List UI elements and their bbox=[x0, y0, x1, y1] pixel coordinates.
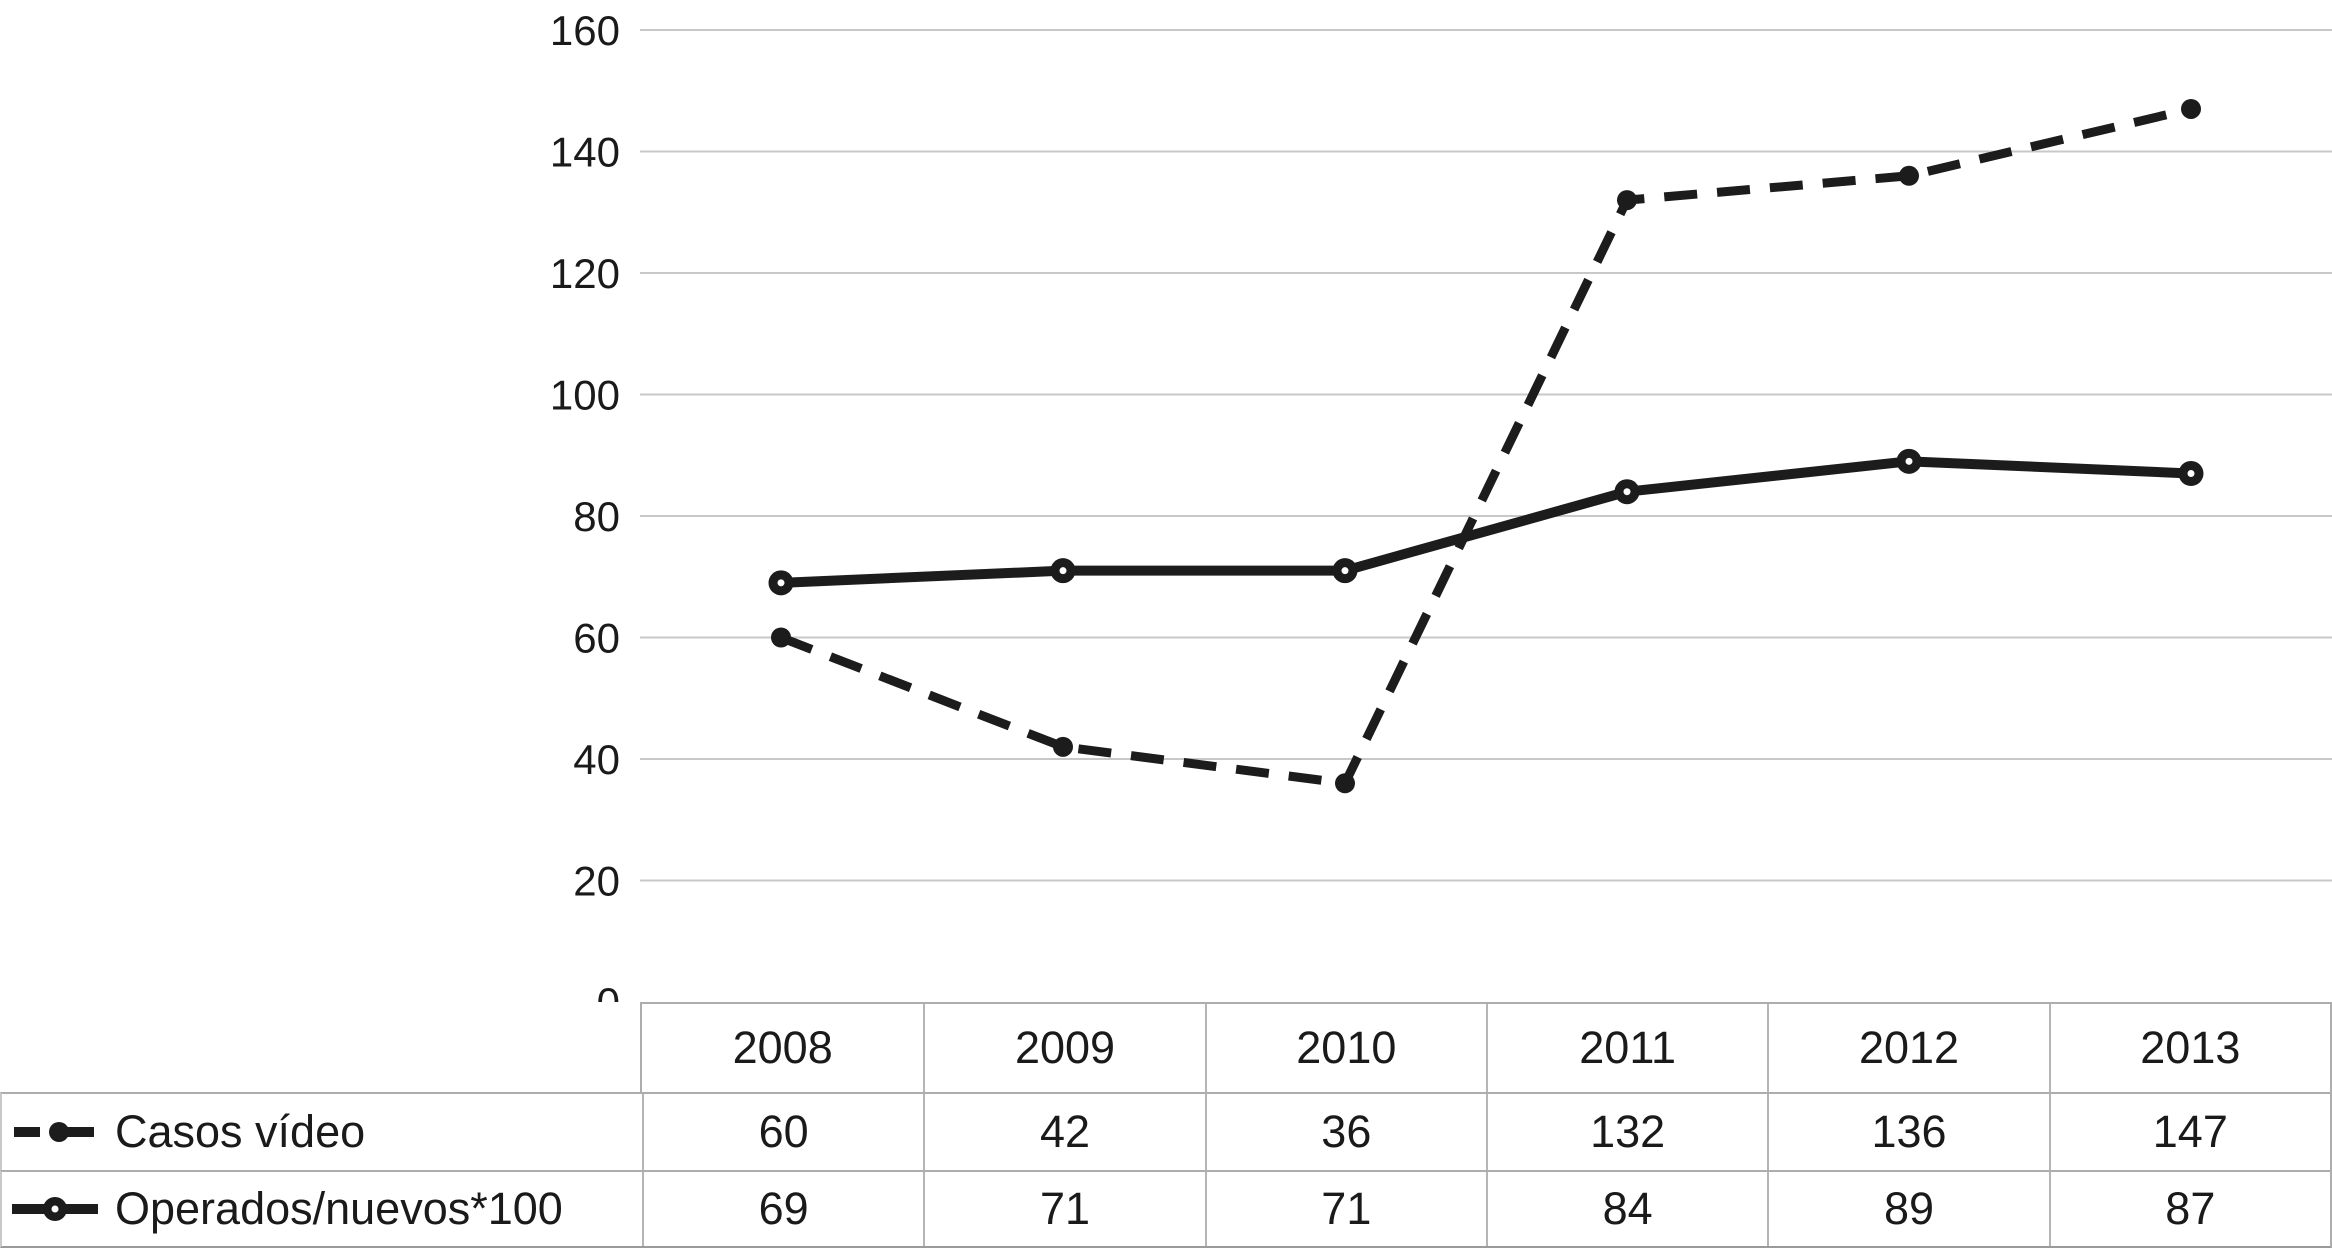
gridlines bbox=[640, 29, 2332, 882]
series-label-casos-video: Casos vídeo bbox=[115, 1106, 366, 1157]
y-axis-tick-label: 140 bbox=[550, 129, 620, 176]
year-header-cell: 2010 bbox=[1204, 1004, 1486, 1092]
data-point-marker-hole bbox=[1623, 488, 1631, 496]
y-axis-tick-label: 60 bbox=[573, 615, 620, 662]
data-point-marker bbox=[1617, 190, 1637, 211]
value-cell: 89 bbox=[1767, 1172, 2048, 1246]
value-cell: 42 bbox=[923, 1094, 1204, 1170]
data-point-marker-hole bbox=[2187, 469, 2195, 477]
value-cell: 36 bbox=[1204, 1094, 1486, 1170]
data-point-marker bbox=[771, 627, 791, 648]
value-cell: 132 bbox=[1486, 1094, 1767, 1170]
year-header-row: 2008 2009 2010 2011 2012 2013 bbox=[640, 1002, 2332, 1092]
value-cell: 147 bbox=[2048, 1094, 2330, 1170]
value-cell: 69 bbox=[642, 1172, 923, 1246]
year-header-cell: 2009 bbox=[923, 1004, 1204, 1092]
solid-line-with-marker-icon bbox=[12, 1197, 98, 1221]
data-point-marker bbox=[1335, 773, 1355, 794]
year-header-cell: 2013 bbox=[2048, 1004, 2330, 1092]
series-line-1 bbox=[780, 456, 2192, 588]
year-header-cell: 2011 bbox=[1486, 1004, 1767, 1092]
data-point-marker-hole bbox=[777, 579, 785, 587]
y-axis-tick-label: 100 bbox=[550, 372, 620, 419]
y-axis-tick-label: 80 bbox=[573, 493, 620, 540]
value-cell: 71 bbox=[923, 1172, 1204, 1246]
y-axis-tick-label: 0 bbox=[597, 979, 620, 1002]
table-row-casos-video: Casos vídeo 60 42 36 132 136 147 bbox=[0, 1092, 2332, 1170]
data-point-marker-hole bbox=[1059, 567, 1067, 575]
legend-item-casos-video: Casos vídeo bbox=[2, 1094, 642, 1170]
year-header-cell: 2012 bbox=[1767, 1004, 2048, 1092]
table-row-operados-nuevos: Operados/nuevos*100 69 71 71 84 89 87 bbox=[0, 1170, 2332, 1248]
y-axis-tick-label: 120 bbox=[550, 250, 620, 297]
series-label-operados-nuevos: Operados/nuevos*100 bbox=[115, 1183, 563, 1234]
y-axis-tick-label: 160 bbox=[550, 7, 620, 54]
data-point-marker bbox=[1053, 736, 1073, 757]
line-chart-plot-area: 0 20 40 60 80 100 120 140 160 bbox=[550, 7, 2332, 1002]
value-cell: 84 bbox=[1486, 1172, 1767, 1246]
y-axis-labels: 0 20 40 60 80 100 120 140 160 bbox=[550, 7, 620, 1002]
series-layer bbox=[768, 98, 2204, 794]
value-cell: 87 bbox=[2048, 1172, 2330, 1246]
value-cell: 136 bbox=[1767, 1094, 2048, 1170]
dashed-line-with-marker-icon bbox=[14, 1122, 94, 1142]
data-point-marker-hole bbox=[1341, 567, 1349, 575]
value-cell: 71 bbox=[1204, 1172, 1486, 1246]
legend-item-operados-nuevos: Operados/nuevos*100 bbox=[2, 1172, 642, 1246]
data-point-marker bbox=[1899, 165, 1919, 186]
data-point-marker bbox=[2181, 98, 2201, 119]
year-header-cell: 2008 bbox=[732, 1022, 833, 1073]
data-point-marker-hole bbox=[1905, 457, 1913, 465]
y-axis-tick-label: 40 bbox=[573, 736, 620, 783]
value-cell: 60 bbox=[642, 1094, 923, 1170]
series-line-0 bbox=[779, 104, 2193, 788]
y-axis-tick-label: 20 bbox=[573, 858, 620, 905]
